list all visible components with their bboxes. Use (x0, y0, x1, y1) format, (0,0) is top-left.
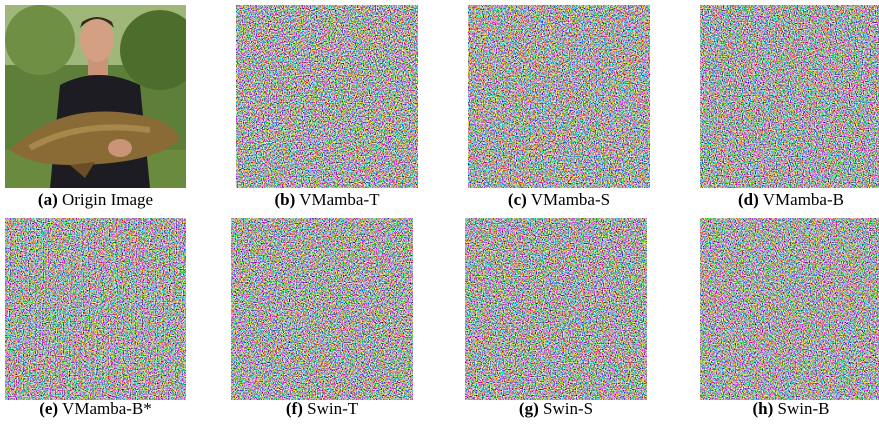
caption-label: (d) (738, 190, 759, 209)
caption-label: (h) (753, 399, 774, 418)
caption: (f) Swin-T (286, 399, 359, 418)
caption-text: VMamba-T (299, 190, 380, 209)
caption: (d) VMamba-B (738, 190, 844, 209)
perturbation-image (465, 218, 647, 400)
perturbation-image (700, 5, 879, 188)
caption-text: Swin-B (778, 399, 830, 418)
perturbation-image (468, 5, 650, 188)
perturbation-image (231, 218, 413, 400)
caption-label: (c) (508, 190, 527, 209)
caption-label: (a) (38, 190, 58, 209)
perturbation-image (236, 5, 418, 188)
caption: (c) VMamba-S (508, 190, 610, 209)
caption-label: (b) (275, 190, 296, 209)
origin-photo (5, 5, 186, 188)
caption-text: Origin Image (62, 190, 153, 209)
perturbation-image (700, 218, 879, 400)
caption: (g) Swin-S (519, 399, 593, 418)
caption-text: Swin-S (543, 399, 593, 418)
caption-text: VMamba-S (531, 190, 610, 209)
caption-label: (g) (519, 399, 539, 418)
caption-label: (e) (39, 399, 58, 418)
caption-label: (f) (286, 399, 303, 418)
perturbation-image (5, 218, 186, 400)
caption-text: VMamba-B (763, 190, 844, 209)
caption-text: VMamba-B* (62, 399, 152, 418)
caption: (b) VMamba-T (275, 190, 381, 209)
caption-text: Swin-T (307, 399, 359, 418)
caption: (a) Origin Image (38, 190, 153, 209)
caption: (e) VMamba-B* (39, 399, 152, 418)
caption: (h) Swin-B (753, 399, 830, 418)
